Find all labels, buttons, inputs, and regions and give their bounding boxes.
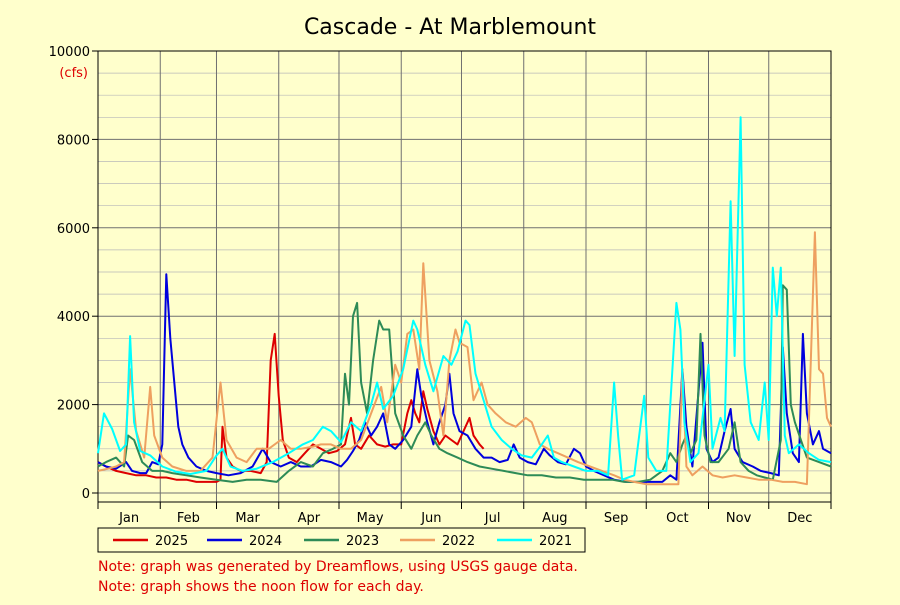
note-noon-flow: Note: graph shows the noon flow for each… (98, 579, 424, 595)
series-line-2025 (97, 332, 485, 483)
x-tick-label: Oct (666, 511, 688, 526)
x-tick-label: Jul (484, 511, 501, 526)
legend-item-2022: 2022 (400, 534, 475, 549)
legend-item-2023: 2023 (304, 534, 379, 549)
legend-label-2023: 2023 (346, 534, 379, 549)
x-tick-label: Apr (298, 511, 321, 526)
y-tick-label: 10000 (49, 45, 90, 60)
series-line-2023 (97, 284, 832, 483)
legend-item-2024: 2024 (207, 534, 282, 549)
x-tick-label: Feb (177, 511, 200, 526)
x-tick-label: Jan (118, 511, 139, 526)
series-group (97, 116, 832, 486)
legend-item-2021: 2021 (497, 534, 572, 549)
legend-label-2021: 2021 (539, 534, 572, 549)
series-line-2022 (97, 231, 832, 486)
x-tick-label: Nov (726, 511, 752, 526)
x-tick-label: Sep (604, 511, 629, 526)
note-data-source: Note: graph was generated by Dreamflows,… (98, 559, 578, 575)
chart-title: Cascade - At Marblemount (304, 15, 596, 40)
legend-label-2024: 2024 (249, 534, 282, 549)
plot-frame (97, 50, 832, 503)
axes (92, 50, 832, 509)
x-tick-label: Mar (235, 511, 260, 526)
x-tick-label: Dec (787, 511, 812, 526)
y-tick-label: 6000 (57, 222, 90, 237)
y-tick-label: 8000 (57, 133, 90, 148)
y-tick-label: 0 (82, 487, 90, 502)
y-tick-label: 4000 (57, 310, 90, 325)
legend: 2025 2024 2023 2022 2021 (97, 527, 586, 553)
x-tick-label: Jun (420, 511, 441, 526)
legend-label-2025: 2025 (155, 534, 188, 549)
x-tick-label: May (357, 511, 384, 526)
legend-item-2025: 2025 (113, 534, 188, 549)
legend-label-2022: 2022 (442, 534, 475, 549)
x-tick-label: Aug (542, 511, 567, 526)
tick-labels: 0 2000 4000 6000 8000 10000 Jan Feb Mar Apr May Jun… (49, 45, 813, 526)
series-line-2021 (97, 116, 832, 481)
y-tick-label: 2000 (57, 399, 90, 414)
y-axis-unit-label: (cfs) (59, 66, 88, 81)
